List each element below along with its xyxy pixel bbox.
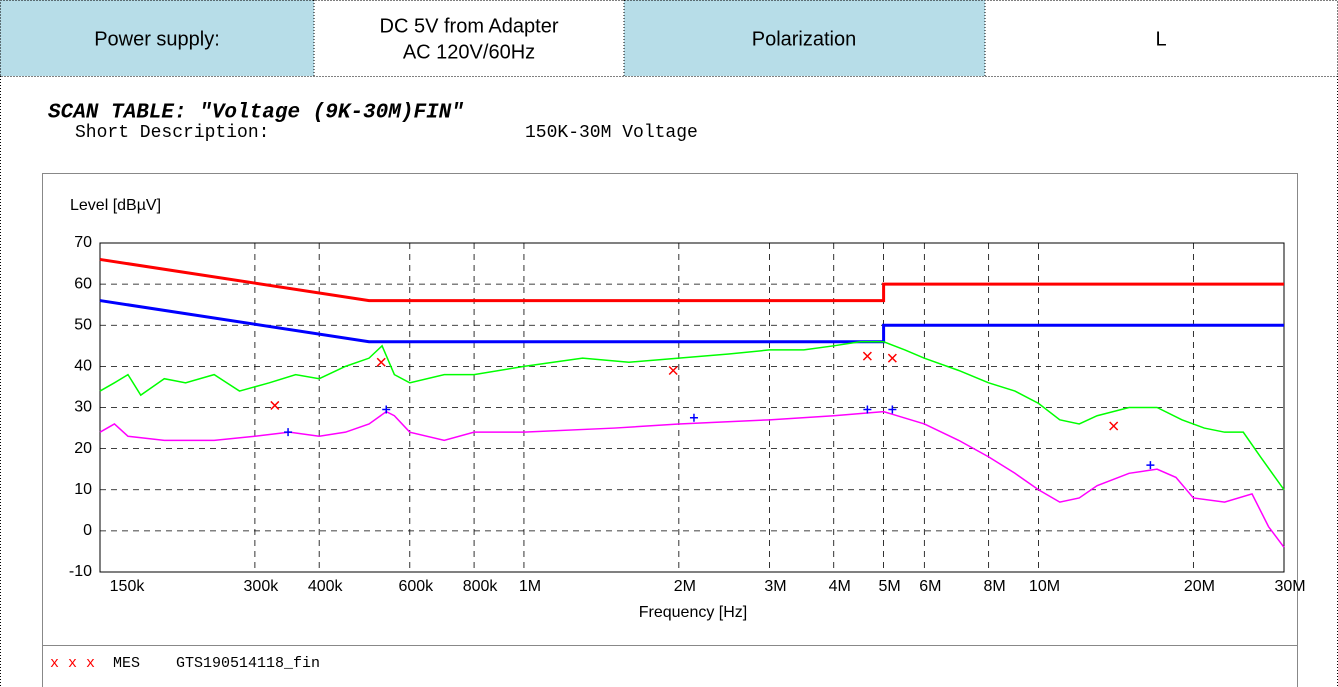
marker: [863, 405, 872, 414]
y-tick-label: 20: [74, 440, 92, 457]
scan-title: SCAN TABLE: "Voltage (9K-30M)FIN": [48, 102, 464, 125]
y-axis-label: Level [dBµV]: [70, 197, 161, 214]
x-tick-label: 10M: [1029, 578, 1060, 595]
marker: [668, 365, 678, 376]
series-line: [99, 340, 1285, 491]
series-line: [99, 410, 1285, 548]
x-tick-label: 8M: [984, 578, 1006, 595]
x-tick-label: 3M: [764, 578, 786, 595]
header-cell: [0, 0, 314, 76]
marker: [382, 405, 391, 414]
marker: [888, 405, 897, 414]
header-text: Power supply:: [94, 28, 220, 50]
marker: [887, 353, 897, 363]
x-tick-label: 4M: [829, 578, 851, 595]
header-text: AC 120V/60Hz: [403, 41, 535, 63]
legend-file: GTS190514118_fin: [176, 655, 320, 672]
x-tick-label: 150k: [110, 578, 146, 595]
description-label: Short Description:: [75, 123, 269, 143]
x-tick-label: 30M: [1274, 578, 1305, 595]
marker: [862, 351, 872, 361]
y-tick-label: 70: [74, 234, 92, 251]
header-text: DC 5V from Adapter: [380, 15, 559, 37]
series-line: [99, 257, 1284, 303]
x-tick-label: 6M: [919, 578, 941, 595]
y-tick-label: -10: [69, 563, 92, 580]
marker: [376, 357, 386, 367]
x-axis-label: Frequency [Hz]: [639, 604, 747, 621]
x-tick-label: 800k: [463, 578, 499, 595]
header-text: L: [1155, 28, 1166, 50]
marker: [689, 413, 698, 422]
legend-label: MES: [113, 655, 140, 672]
y-tick-label: 60: [74, 275, 92, 292]
y-tick-label: 50: [74, 316, 92, 333]
marker: [1146, 461, 1155, 470]
legend-symbol: x x x: [50, 655, 95, 672]
x-tick-label: 400k: [308, 578, 344, 595]
x-tick-label: 300k: [244, 578, 280, 595]
x-tick-label: 600k: [398, 578, 434, 595]
header-cell: [624, 0, 985, 76]
y-tick-label: 0: [83, 522, 92, 539]
chart-frame: [42, 173, 1298, 687]
marker: [284, 428, 293, 437]
x-tick-label: 20M: [1184, 578, 1215, 595]
series-line: [99, 299, 1284, 344]
marker: [270, 400, 280, 410]
y-tick-label: 10: [74, 481, 92, 498]
x-tick-label: 2M: [674, 578, 696, 595]
x-tick-label: 1M: [519, 578, 541, 595]
y-tick-label: 40: [74, 358, 92, 375]
header-text: Polarization: [752, 28, 857, 50]
description-value: 150K-30M Voltage: [525, 123, 698, 143]
y-tick-label: 30: [74, 399, 92, 416]
x-tick-label: 5M: [878, 578, 900, 595]
marker: [1109, 421, 1119, 431]
